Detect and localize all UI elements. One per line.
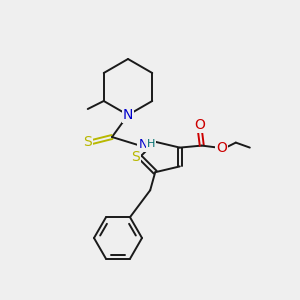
Text: O: O — [216, 141, 227, 154]
Text: S: S — [132, 150, 140, 164]
Text: N: N — [138, 137, 148, 151]
Text: H: H — [147, 139, 155, 149]
Text: S: S — [84, 135, 92, 149]
Text: O: O — [194, 118, 205, 132]
Text: N: N — [123, 108, 133, 122]
